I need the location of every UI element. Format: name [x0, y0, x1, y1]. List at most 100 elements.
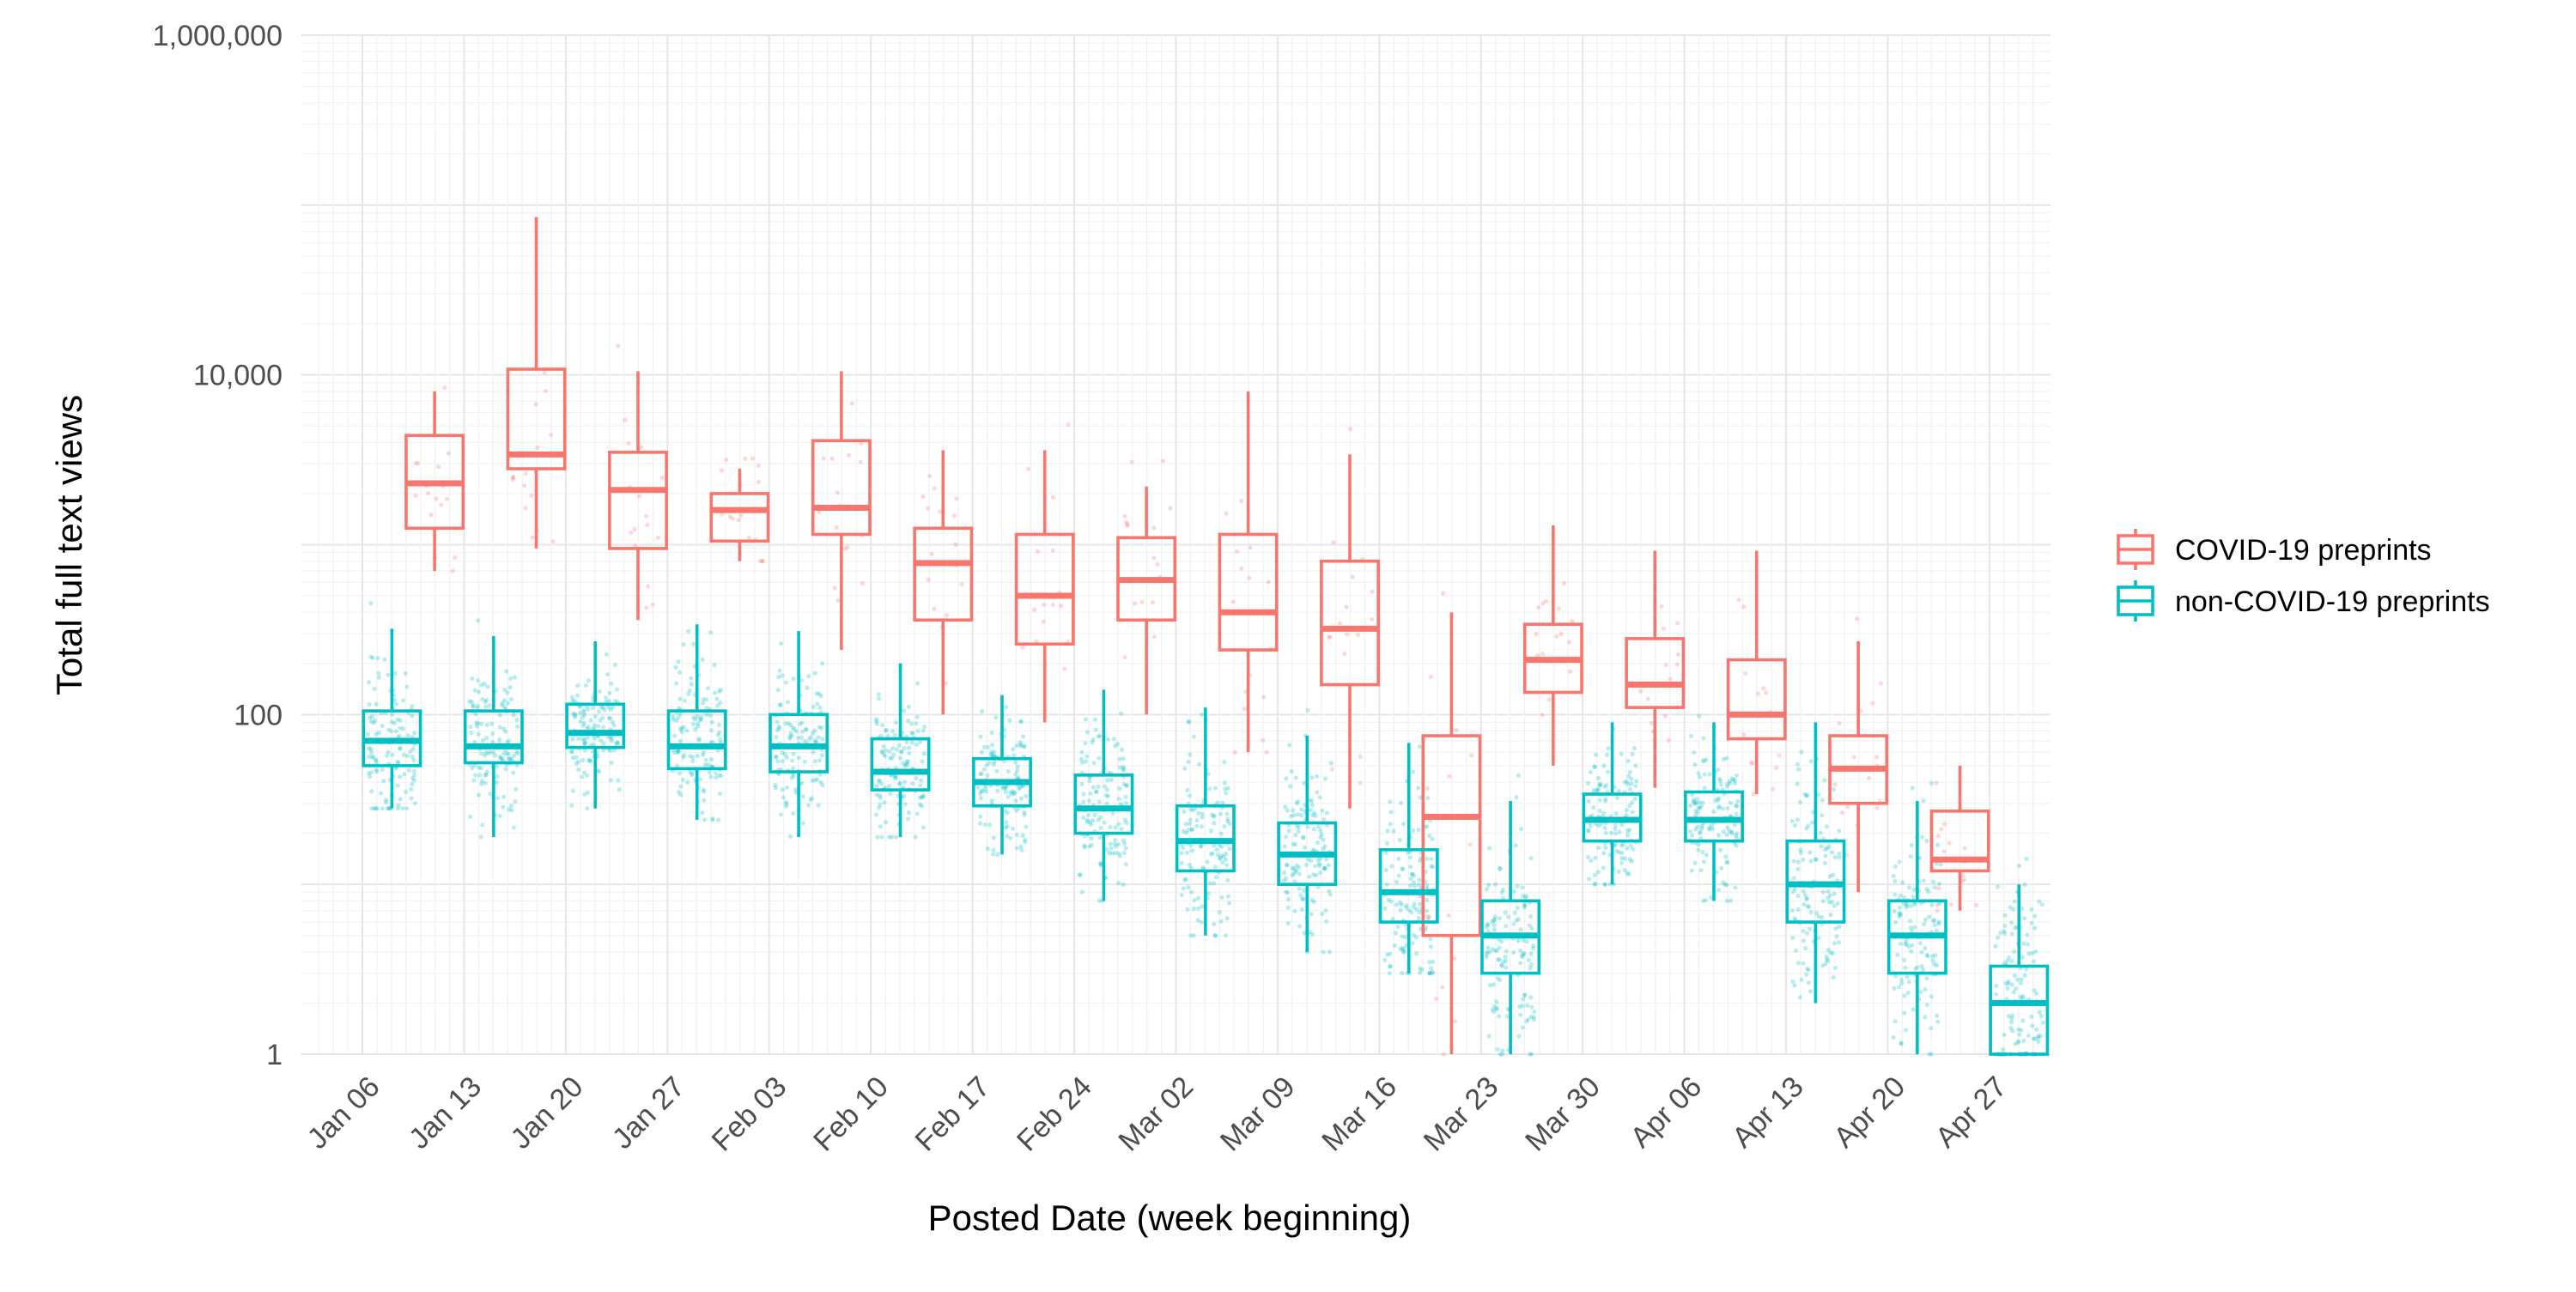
jitter-point	[700, 657, 705, 662]
jitter-point	[2013, 925, 2018, 931]
jitter-point	[716, 730, 722, 735]
jitter-point	[1504, 949, 1509, 954]
jitter-point	[1191, 933, 1197, 938]
jitter-point	[1298, 893, 1303, 898]
jitter-point	[906, 810, 912, 816]
jitter-point	[1179, 851, 1184, 856]
jitter-point	[718, 737, 723, 743]
jitter-point	[1400, 934, 1405, 939]
jitter-point	[2001, 1047, 2006, 1052]
jitter-point	[2033, 949, 2038, 955]
x-tick-label: Apr 20	[1827, 1071, 1911, 1155]
jitter-point	[1707, 827, 1712, 832]
jitter-point	[487, 702, 492, 708]
jitter-point	[1932, 961, 1937, 967]
jitter-point	[588, 718, 593, 723]
jitter-point	[1904, 905, 1909, 910]
jitter-point	[592, 736, 597, 741]
jitter-point	[608, 707, 613, 713]
x-tick-label: Feb 24	[1011, 1071, 1098, 1158]
jitter-point	[1088, 791, 1093, 796]
jitter-point	[1826, 895, 1831, 901]
jitter-point	[1709, 822, 1714, 828]
jitter-point	[1668, 676, 1673, 682]
jitter-point	[1293, 775, 1298, 780]
jitter-point	[1520, 1025, 1525, 1030]
jitter-point	[906, 816, 911, 822]
jitter-point	[376, 731, 382, 736]
jitter-point	[1015, 764, 1020, 769]
jitter-point	[1696, 841, 1701, 847]
jitter-point	[1123, 846, 1128, 851]
jitter-point	[497, 737, 502, 743]
jitter-point	[1419, 967, 1425, 973]
jitter-point	[1041, 619, 1046, 624]
x-tick-label: Mar 23	[1418, 1071, 1505, 1158]
jitter-point	[1129, 459, 1134, 464]
jitter-point	[478, 766, 483, 771]
jitter-point	[1936, 886, 1941, 891]
x-tick-label: Jan 13	[403, 1071, 488, 1156]
jitter-point	[484, 697, 489, 703]
jitter-point	[730, 516, 735, 521]
jitter-point	[1081, 799, 1086, 804]
jitter-point	[715, 703, 720, 708]
jitter-point	[1183, 830, 1189, 835]
x-tick-label: Apr 27	[1929, 1071, 2014, 1155]
jitter-point	[501, 804, 506, 810]
jitter-point	[1522, 992, 1527, 998]
jitter-point	[1492, 922, 1497, 927]
jitter-point	[1195, 895, 1201, 901]
jitter-point	[1497, 957, 1502, 962]
jitter-point	[829, 456, 835, 461]
jitter-point	[1119, 827, 1124, 832]
jitter-point	[1083, 759, 1089, 764]
jitter-point	[468, 725, 473, 730]
jitter-point	[1318, 856, 1323, 861]
box	[913, 526, 974, 622]
jitter-point	[495, 773, 500, 779]
jitter-point	[569, 749, 574, 755]
jitter-point	[616, 778, 621, 783]
jitter-point	[677, 771, 683, 776]
jitter-point	[585, 735, 591, 740]
jitter-point	[2021, 941, 2026, 946]
jitter-point	[1613, 811, 1619, 816]
jitter-point	[1121, 781, 1127, 786]
jitter-point	[469, 731, 474, 736]
jitter-point	[1293, 841, 1298, 847]
jitter-point	[1224, 916, 1230, 921]
jitter-point	[1588, 823, 1593, 828]
jitter-point	[775, 727, 781, 732]
jitter-point	[1299, 907, 1304, 912]
jitter-point	[2029, 907, 2034, 912]
jitter-point	[1622, 779, 1627, 785]
jitter-point	[1818, 830, 1823, 835]
jitter-point	[582, 741, 587, 746]
jitter-point	[511, 770, 516, 775]
jitter-point	[389, 729, 394, 734]
jitter-point	[398, 718, 403, 723]
jitter-point	[738, 513, 744, 518]
jitter-point	[1802, 893, 1808, 898]
jitter-point	[588, 758, 594, 764]
jitter-point	[2039, 902, 2044, 907]
jitter-point	[1908, 903, 1913, 908]
jitter-point	[676, 706, 682, 711]
jitter-point	[1596, 823, 1601, 828]
jitter-point	[1447, 773, 1452, 779]
jitter-point	[1616, 869, 1621, 874]
y-axis-title: Total full text views	[49, 395, 89, 695]
jitter-point	[1087, 798, 1092, 804]
jitter-point	[1324, 919, 1329, 924]
jitter-point	[1948, 902, 1953, 907]
jitter-point	[1102, 820, 1107, 825]
jitter-point	[1396, 873, 1401, 878]
jitter-point	[1426, 914, 1432, 919]
jitter-point	[1593, 881, 1598, 886]
jitter-point	[1297, 886, 1302, 891]
jitter-point	[674, 681, 679, 686]
jitter-point	[929, 551, 934, 556]
jitter-point	[921, 751, 927, 756]
jitter-point	[569, 699, 575, 704]
